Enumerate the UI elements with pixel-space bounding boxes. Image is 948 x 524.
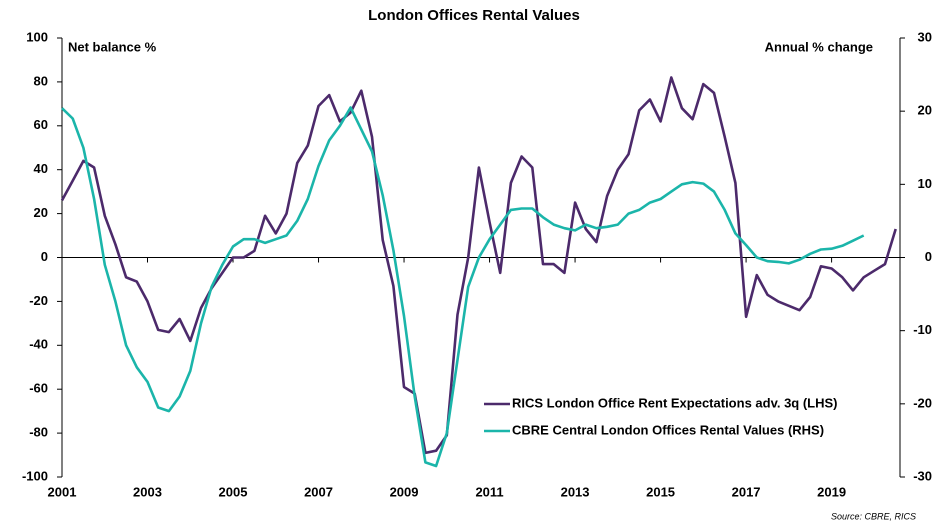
- x-tick-label: 2011: [475, 484, 503, 499]
- series-line: [60, 76, 897, 455]
- y-tick-label: 100: [26, 29, 48, 44]
- source-note: Source: CBRE, RICS: [831, 511, 916, 521]
- x-tick-label: 2013: [561, 484, 590, 499]
- y-tick-label: 20: [34, 205, 48, 220]
- y2-tick-label: 0: [925, 249, 932, 264]
- y2-tick-label: -20: [913, 395, 932, 410]
- y2-tick-label: -30: [913, 468, 932, 483]
- legend-label: CBRE Central London Offices Rental Value…: [512, 422, 824, 437]
- x-tick-label: 2015: [646, 484, 675, 499]
- y2-tick-label: 20: [918, 103, 932, 118]
- x-tick-label: 2007: [304, 484, 333, 499]
- y-tick-label: 60: [34, 117, 48, 132]
- series-line: [61, 106, 865, 468]
- x-tick-label: 2019: [817, 484, 846, 499]
- y2-tick-label: 30: [918, 29, 932, 44]
- y2-tick-label: 10: [918, 176, 932, 191]
- y2-axis-label: Annual % change: [765, 39, 873, 54]
- legend-label: RICS London Office Rent Expectations adv…: [512, 395, 838, 410]
- y-tick-label: 80: [34, 73, 48, 88]
- y-tick-label: -100: [22, 468, 48, 483]
- x-tick-label: 2009: [390, 484, 419, 499]
- y-axis-label: Net balance %: [68, 39, 157, 54]
- y-tick-label: -40: [29, 337, 48, 352]
- chart-title: London Offices Rental Values: [368, 7, 580, 24]
- y-tick-label: 0: [41, 249, 48, 264]
- y-tick-label: 40: [34, 161, 48, 176]
- x-tick-label: 2001: [48, 484, 77, 499]
- y-tick-label: -60: [29, 381, 48, 396]
- x-tick-label: 2003: [133, 484, 162, 499]
- y2-tick-label: -10: [913, 322, 932, 337]
- y-tick-label: -20: [29, 293, 48, 308]
- x-tick-label: 2017: [732, 484, 761, 499]
- y-tick-label: -80: [29, 425, 48, 440]
- x-tick-label: 2005: [219, 484, 248, 499]
